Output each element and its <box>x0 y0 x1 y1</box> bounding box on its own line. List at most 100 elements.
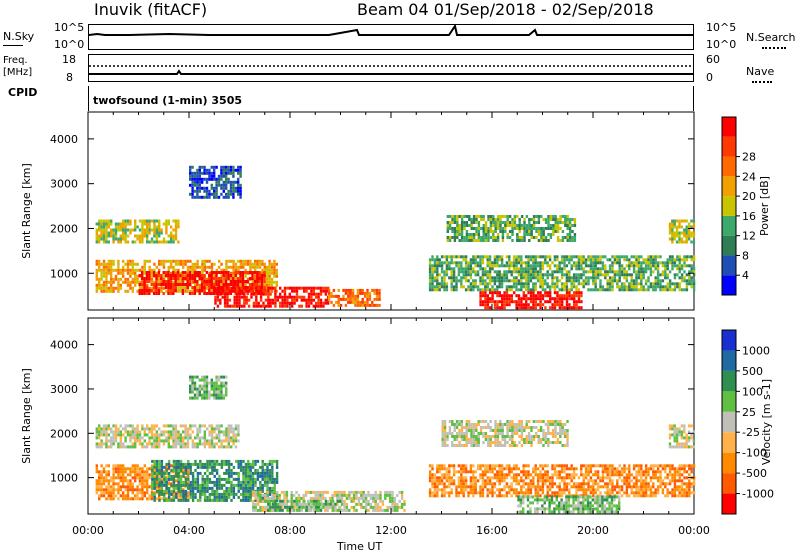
data-cell <box>512 285 516 289</box>
data-cell <box>564 224 567 227</box>
data-cell <box>136 439 139 443</box>
data-cell <box>213 274 216 278</box>
data-cell <box>443 473 446 477</box>
nsearch-legend-line <box>762 47 786 49</box>
data-cell <box>480 239 483 242</box>
data-cell <box>146 427 149 431</box>
data-cell <box>157 274 161 277</box>
data-cell <box>172 489 176 493</box>
data-cell <box>238 289 241 293</box>
data-cell <box>529 306 533 310</box>
data-cell <box>189 433 192 437</box>
data-cell <box>433 270 437 274</box>
data-cell <box>189 468 192 472</box>
data-cell <box>637 261 641 265</box>
data-cell <box>571 236 574 239</box>
data-cell <box>512 261 516 265</box>
data-cell <box>223 301 227 305</box>
data-cell <box>259 286 263 290</box>
data-cell <box>164 274 168 277</box>
data-cell <box>177 433 180 437</box>
data-cell <box>215 433 218 437</box>
data-cell <box>561 300 564 304</box>
data-cell <box>448 267 451 271</box>
data-cell <box>297 502 301 506</box>
data-cell <box>457 273 461 277</box>
data-cell <box>105 439 108 443</box>
data-cell <box>692 255 696 259</box>
data-cell <box>208 195 211 199</box>
data-cell <box>314 493 317 497</box>
data-cell <box>484 285 487 289</box>
data-cell <box>229 180 233 184</box>
data-cell <box>460 227 464 230</box>
data-cell <box>102 479 106 483</box>
data-cell <box>160 439 163 443</box>
data-cell <box>203 259 206 263</box>
data-cell <box>516 215 519 218</box>
data-cell <box>194 262 197 266</box>
data-cell <box>98 259 101 263</box>
data-cell <box>534 273 537 277</box>
data-cell <box>549 306 552 310</box>
data-cell <box>315 286 318 290</box>
data-cell <box>203 286 206 289</box>
data-cell <box>544 221 548 224</box>
data-cell <box>692 288 696 292</box>
data-cell <box>227 192 230 196</box>
data-cell <box>481 303 485 307</box>
data-cell <box>664 267 667 271</box>
data-cell <box>659 255 662 259</box>
data-cell <box>110 442 113 446</box>
data-cell <box>680 267 684 271</box>
data-cell <box>236 277 240 280</box>
data-cell <box>247 483 250 487</box>
data-cell <box>216 295 220 299</box>
data-cell <box>95 286 98 290</box>
data-cell <box>198 195 201 199</box>
data-cell <box>528 221 531 224</box>
data-cell <box>315 304 318 308</box>
data-cell <box>237 489 240 493</box>
data-cell <box>266 496 269 500</box>
data-cell <box>517 294 521 298</box>
data-cell <box>134 436 137 440</box>
data-cell <box>268 271 271 275</box>
data-cell <box>222 433 226 437</box>
data-cell <box>467 261 470 265</box>
data-cell <box>496 218 500 221</box>
data-cell <box>285 490 289 494</box>
data-cell <box>189 177 192 181</box>
data-cell <box>540 215 543 218</box>
data-cell <box>217 283 221 286</box>
data-cell <box>114 231 118 235</box>
data-cell <box>254 493 257 497</box>
data-cell <box>508 297 511 301</box>
data-cell <box>678 237 681 241</box>
data-cell <box>222 439 226 443</box>
data-cell <box>110 262 113 266</box>
data-cell <box>281 295 284 299</box>
data-cell <box>196 177 199 181</box>
data-cell <box>632 264 636 268</box>
data-cell <box>229 183 233 187</box>
data-cell <box>582 270 585 274</box>
data-cell <box>174 430 178 434</box>
data-cell <box>558 306 561 310</box>
data-cell <box>261 462 264 466</box>
data-cell <box>206 265 209 269</box>
data-cell <box>254 459 257 463</box>
data-cell <box>623 255 626 259</box>
data-cell <box>316 490 320 494</box>
data-cell <box>608 288 612 292</box>
data-cell <box>522 291 525 295</box>
data-cell <box>206 480 209 484</box>
data-cell <box>532 294 535 298</box>
data-cell <box>234 283 237 286</box>
data-cell <box>208 465 212 469</box>
data-cell <box>482 230 485 233</box>
data-cell <box>186 274 189 277</box>
data-cell <box>105 234 108 238</box>
data-cell <box>279 292 282 296</box>
data-cell <box>213 465 216 469</box>
